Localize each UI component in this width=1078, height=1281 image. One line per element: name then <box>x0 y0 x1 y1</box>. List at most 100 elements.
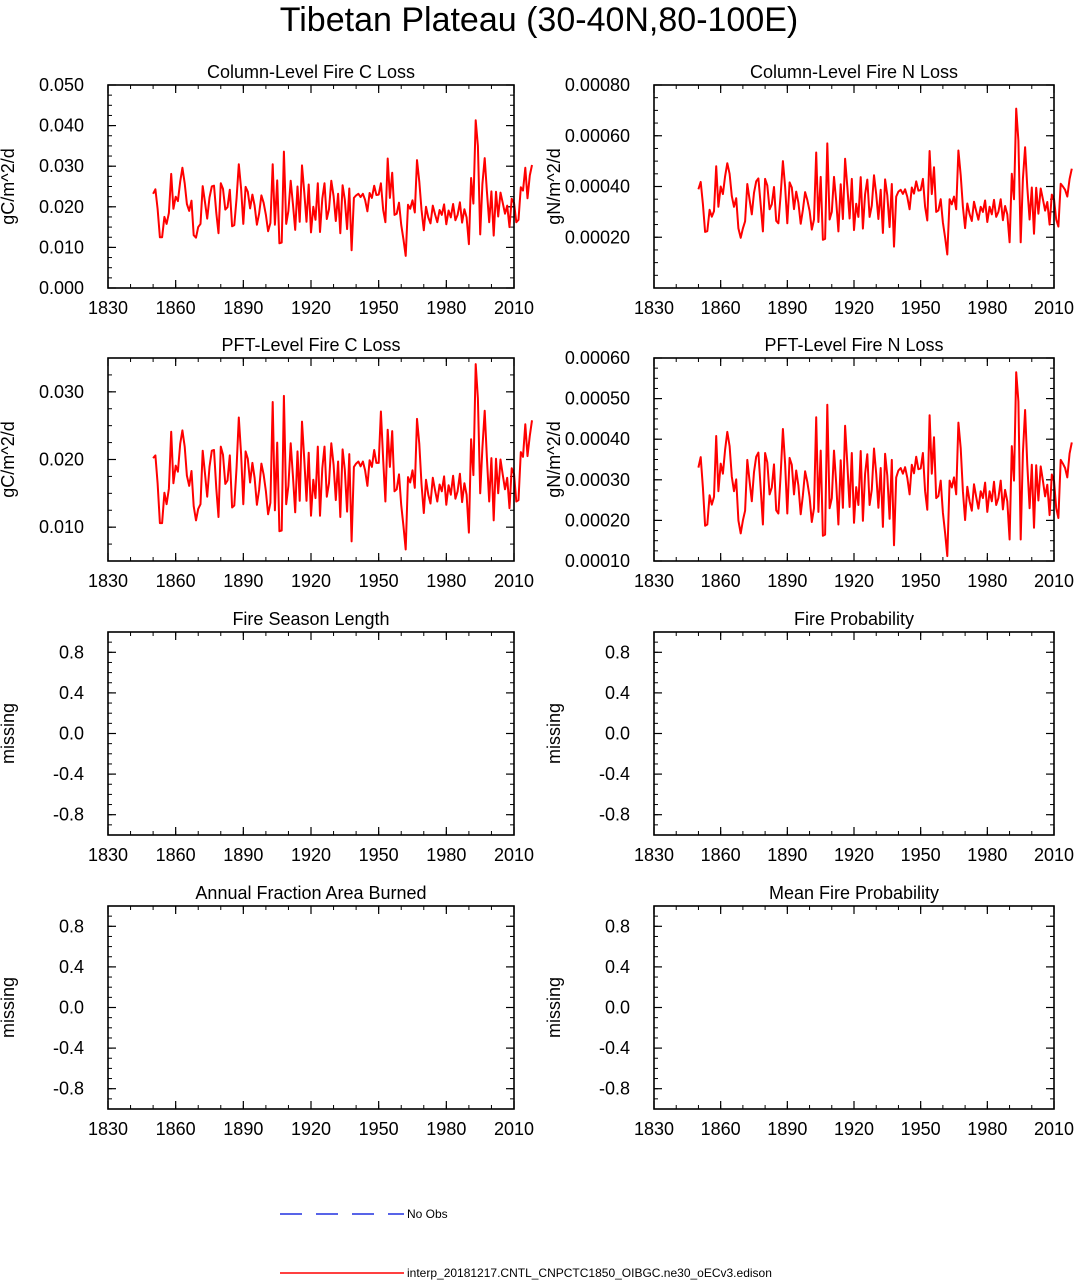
plot-frame <box>653 357 1055 562</box>
x-tick-label: 2010 <box>1034 571 1074 591</box>
y-axis-label: missing <box>544 977 564 1038</box>
chart-title: Fire Season Length <box>232 609 389 629</box>
y-tick-label: 0.00040 <box>565 429 630 449</box>
y-tick-label: 0.000 <box>39 278 84 298</box>
x-tick-label: 1950 <box>901 298 941 318</box>
x-tick-label: 2010 <box>1034 298 1074 318</box>
x-tick-label: 1920 <box>834 845 874 865</box>
x-tick-label: 1980 <box>967 298 1007 318</box>
plot-frame <box>653 631 1055 836</box>
chart-title: Annual Fraction Area Burned <box>195 883 426 903</box>
plot-frame <box>653 905 1055 1110</box>
x-tick-label: 1830 <box>634 298 674 318</box>
x-tick-label: 1980 <box>426 845 466 865</box>
x-tick-label: 1830 <box>634 845 674 865</box>
x-tick-label: 1950 <box>901 1119 941 1139</box>
series-line <box>152 363 533 551</box>
x-tick-label: 1830 <box>634 571 674 591</box>
chart-title: PFT-Level Fire C Loss <box>221 335 400 355</box>
chart-title: Column-Level Fire N Loss <box>750 62 958 82</box>
y-tick-label: 0.00030 <box>565 470 630 490</box>
y-tick-label: 0.00040 <box>565 177 630 197</box>
x-tick-label: 1920 <box>834 1119 874 1139</box>
y-axis-label: gN/m^2/d <box>544 148 564 224</box>
x-tick-label: 2010 <box>494 298 534 318</box>
y-tick-label: 0.4 <box>59 683 84 703</box>
x-tick-label: 1890 <box>767 1119 807 1139</box>
legend: No Obs interp_20181217.CNTL_CNPCTC1850_OI… <box>280 1207 772 1280</box>
y-tick-label: 0.4 <box>605 683 630 703</box>
x-tick-label: 1950 <box>359 298 399 318</box>
x-tick-label: 1980 <box>967 845 1007 865</box>
y-tick-label: 0.0 <box>605 998 630 1018</box>
chart-panel-7: Annual Fraction Area Burned 1830 1860 1890 1… <box>0 883 534 1139</box>
y-tick-label: 0.010 <box>39 517 84 537</box>
y-axis-label: gC/m^2/d <box>0 421 18 497</box>
y-tick-label: 0.010 <box>39 237 84 257</box>
x-tick-label: 1920 <box>291 845 331 865</box>
y-tick-label: 0.8 <box>605 642 630 662</box>
x-tick-label: 1980 <box>967 1119 1007 1139</box>
chart-panel-2: Column-Level Fire N Loss 1830 1860 1890 1920… <box>544 62 1074 318</box>
x-tick-label: 1860 <box>156 571 196 591</box>
y-tick-label: -0.4 <box>599 764 630 784</box>
x-tick-label: 1950 <box>901 845 941 865</box>
x-tick-label: 2010 <box>1034 845 1074 865</box>
y-axis-label: missing <box>544 703 564 764</box>
x-tick-label: 1860 <box>156 298 196 318</box>
y-tick-label: 0.00050 <box>565 389 630 409</box>
figure-title: Tibetan Plateau (30-40N,80-100E) <box>279 1 799 39</box>
x-tick-label: 1980 <box>426 571 466 591</box>
y-axis-label: gC/m^2/d <box>0 148 18 224</box>
x-tick-label: 1980 <box>967 571 1007 591</box>
legend-model-label: interp_20181217.CNTL_CNPCTC1850_OIBGC.ne… <box>407 1266 772 1280</box>
y-axis-label: missing <box>0 703 18 764</box>
plot-frame <box>653 84 1055 289</box>
x-tick-label: 1920 <box>291 571 331 591</box>
x-tick-label: 2010 <box>1034 1119 1074 1139</box>
y-tick-label: 0.0 <box>605 724 630 744</box>
x-tick-label: 1890 <box>223 1119 263 1139</box>
y-tick-label: -0.8 <box>53 805 84 825</box>
y-tick-label: 0.00060 <box>565 126 630 146</box>
y-tick-label: 0.00080 <box>565 75 630 95</box>
y-tick-label: 0.00060 <box>565 348 630 368</box>
chart-panel-6: Fire Probability 1830 1860 1890 1920 1950 1980… <box>544 609 1074 865</box>
x-tick-label: 1920 <box>291 298 331 318</box>
x-tick-label: 1890 <box>223 298 263 318</box>
y-tick-label: 0.8 <box>605 916 630 936</box>
series-line <box>697 107 1073 256</box>
x-tick-label: 1890 <box>767 845 807 865</box>
x-tick-label: 1830 <box>88 571 128 591</box>
x-tick-label: 1950 <box>359 845 399 865</box>
y-tick-label: 0.8 <box>59 642 84 662</box>
x-tick-label: 1950 <box>901 571 941 591</box>
y-tick-label: 0.4 <box>59 957 84 977</box>
plot-frame <box>107 357 515 562</box>
legend-obs-label: No Obs <box>407 1207 448 1221</box>
y-tick-label: 0.00020 <box>565 227 630 247</box>
y-tick-label: -0.8 <box>599 805 630 825</box>
y-tick-label: 0.030 <box>39 382 84 402</box>
x-tick-label: 1890 <box>223 845 263 865</box>
y-axis-label: gN/m^2/d <box>544 421 564 497</box>
chart-title: PFT-Level Fire N Loss <box>764 335 943 355</box>
x-tick-label: 1860 <box>701 298 741 318</box>
y-tick-label: 0.4 <box>605 957 630 977</box>
x-tick-label: 1980 <box>426 1119 466 1139</box>
series-line <box>697 371 1073 558</box>
y-tick-label: 0.050 <box>39 75 84 95</box>
y-tick-label: -0.4 <box>53 764 84 784</box>
y-tick-label: 0.00010 <box>565 551 630 571</box>
plot-frame <box>107 84 515 289</box>
plot-frame <box>107 905 515 1110</box>
y-tick-label: 0.8 <box>59 916 84 936</box>
x-tick-label: 1890 <box>767 571 807 591</box>
x-tick-label: 1980 <box>426 298 466 318</box>
x-tick-label: 1830 <box>88 1119 128 1139</box>
chart-panel-8: Mean Fire Probability 1830 1860 1890 1920 195… <box>544 883 1074 1139</box>
y-tick-label: 0.030 <box>39 156 84 176</box>
y-tick-label: -0.4 <box>599 1038 630 1058</box>
